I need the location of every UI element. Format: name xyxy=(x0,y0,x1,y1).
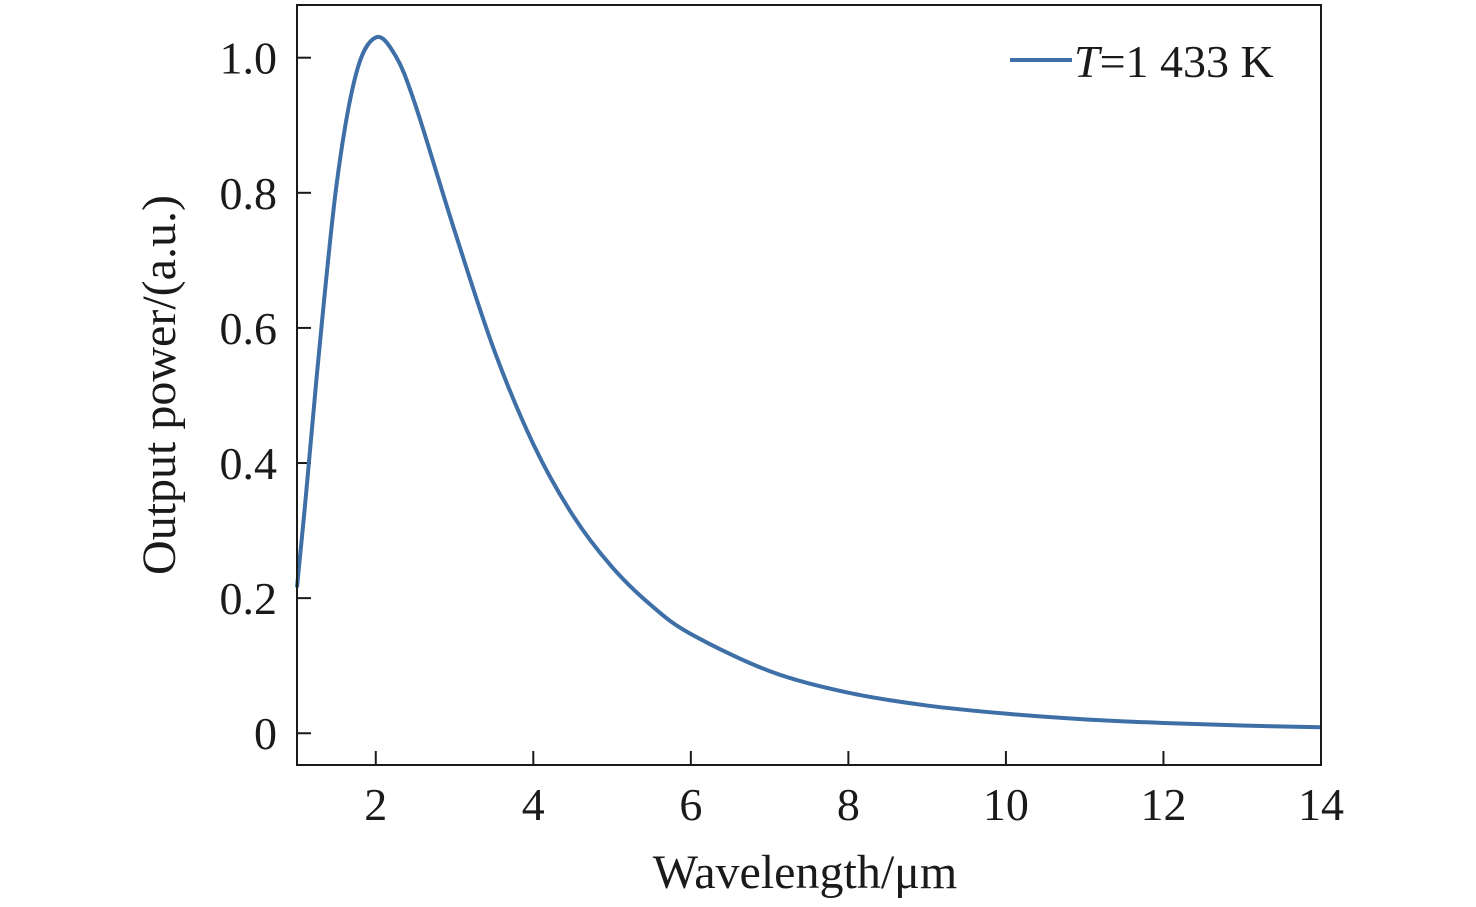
x-tick-label: 10 xyxy=(983,779,1029,830)
legend: T=1 433 K xyxy=(1010,36,1274,87)
x-tick-label: 4 xyxy=(522,779,545,830)
y-axis-label: Output power/(a.u.) xyxy=(133,195,186,575)
x-tick-label: 14 xyxy=(1298,779,1344,830)
y-tick-label: 0.6 xyxy=(220,303,278,354)
y-tick-label: 1.0 xyxy=(220,33,278,84)
x-tick-label: 12 xyxy=(1140,779,1186,830)
y-tick-label: 0.4 xyxy=(220,438,278,489)
x-tick-label: 6 xyxy=(679,779,702,830)
plot-frame xyxy=(296,4,1322,766)
y-tick-label: 0.8 xyxy=(220,168,278,219)
y-tick-label: 0 xyxy=(254,708,277,759)
x-axis-label: Wavelength/μm xyxy=(653,846,957,899)
x-tick-label: 2 xyxy=(364,779,387,830)
x-tick-label: 8 xyxy=(837,779,860,830)
y-tick-label: 0.2 xyxy=(220,573,278,624)
series-line xyxy=(295,34,1322,730)
legend-label: T=1 433 K xyxy=(1074,36,1274,87)
